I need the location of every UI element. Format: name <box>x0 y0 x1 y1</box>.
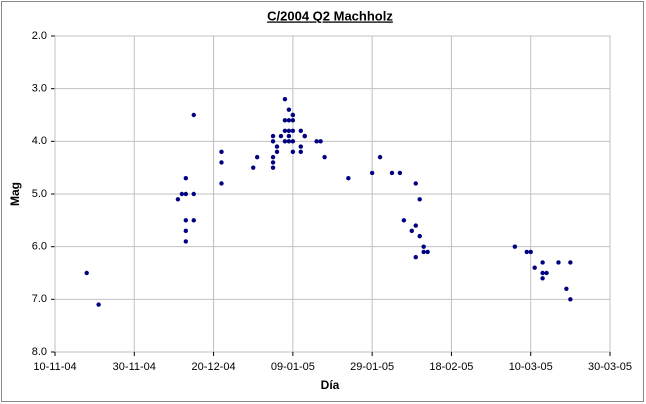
point <box>183 191 189 197</box>
point <box>191 191 196 197</box>
point <box>421 249 426 255</box>
y-tick-label: 6.0 <box>32 241 47 253</box>
point <box>286 133 292 139</box>
point <box>544 270 549 276</box>
x-tick-label: 20-12-04 <box>192 361 236 373</box>
point <box>298 128 303 133</box>
y-tick-label: 3.0 <box>32 83 47 95</box>
point <box>278 133 284 139</box>
point <box>282 118 288 123</box>
point <box>270 165 276 170</box>
y-tick-label: 2.0 <box>32 30 47 42</box>
point <box>524 249 529 255</box>
point <box>540 270 545 276</box>
point <box>290 149 296 155</box>
point <box>183 228 189 234</box>
point <box>564 286 569 291</box>
point <box>282 139 288 144</box>
point <box>413 181 418 186</box>
point <box>318 139 323 144</box>
point <box>270 154 276 160</box>
point <box>286 107 292 112</box>
y-tick-label: 8.0 <box>32 346 47 358</box>
point <box>191 218 196 223</box>
point <box>298 144 303 149</box>
point <box>413 255 418 260</box>
point <box>322 154 327 160</box>
point <box>409 228 414 234</box>
point <box>254 154 260 160</box>
point <box>286 118 292 123</box>
point <box>568 297 573 302</box>
point <box>270 139 276 144</box>
point <box>183 176 189 181</box>
point <box>219 181 224 186</box>
point <box>568 260 573 265</box>
point <box>298 149 303 155</box>
point <box>302 133 307 139</box>
point <box>251 165 256 170</box>
point <box>346 176 351 181</box>
point <box>377 154 383 160</box>
x-tick-label: 10-11-04 <box>33 361 76 373</box>
point <box>282 97 288 102</box>
y-tick-label: 4.0 <box>32 135 47 147</box>
point <box>290 112 296 118</box>
point <box>540 276 545 281</box>
point <box>290 128 296 133</box>
point <box>413 223 418 228</box>
point <box>556 260 561 265</box>
point <box>274 149 280 155</box>
point <box>397 170 403 176</box>
point <box>219 149 224 155</box>
point <box>528 249 533 255</box>
point <box>421 244 426 249</box>
x-tick-label: 10-03-05 <box>509 361 553 373</box>
chart-title: C/2004 Q2 Machholz <box>267 8 393 23</box>
y-axis-label: Mag <box>8 182 22 206</box>
point <box>417 197 422 202</box>
x-tick-label: 09-01-05 <box>271 361 315 373</box>
y-tick-label: 5.0 <box>32 188 47 200</box>
point <box>290 139 296 144</box>
point <box>183 218 189 223</box>
point <box>369 170 375 176</box>
x-tick-label: 30-11-04 <box>113 361 156 373</box>
point <box>425 249 430 255</box>
point <box>270 133 276 139</box>
point <box>540 260 545 265</box>
point <box>219 160 224 165</box>
x-tick-label: 29-01-05 <box>350 361 394 373</box>
point <box>270 160 276 165</box>
point <box>84 270 89 276</box>
point <box>417 233 422 239</box>
point <box>532 265 537 270</box>
point <box>274 144 280 149</box>
point <box>191 112 196 118</box>
point <box>183 239 189 244</box>
x-tick-label: 18-02-05 <box>429 361 473 373</box>
point <box>96 302 101 307</box>
y-tick-label: 7.0 <box>32 293 47 305</box>
x-tick-label: 30-03-05 <box>588 361 632 373</box>
point <box>286 128 292 133</box>
point <box>286 139 292 144</box>
point <box>179 191 185 197</box>
x-axis-label: Día <box>321 378 340 392</box>
point <box>175 197 181 202</box>
point <box>389 170 395 176</box>
point <box>512 244 518 249</box>
point <box>290 118 296 123</box>
point <box>282 128 288 133</box>
point <box>401 218 407 223</box>
point <box>314 139 319 144</box>
